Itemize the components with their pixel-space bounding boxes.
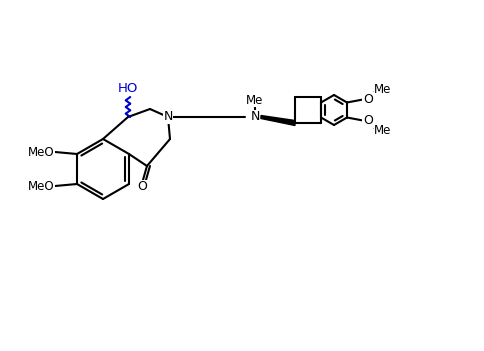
Text: Me: Me (246, 93, 264, 106)
Text: O: O (363, 93, 373, 106)
Polygon shape (261, 115, 295, 126)
Text: O: O (137, 180, 147, 193)
Text: MeO: MeO (28, 146, 54, 159)
Text: O: O (363, 114, 373, 127)
Text: HO: HO (118, 82, 138, 95)
Text: N: N (163, 111, 173, 124)
Text: Me: Me (374, 124, 392, 137)
Text: Me: Me (374, 83, 392, 96)
Text: MeO: MeO (28, 179, 54, 192)
Text: N: N (250, 111, 260, 124)
